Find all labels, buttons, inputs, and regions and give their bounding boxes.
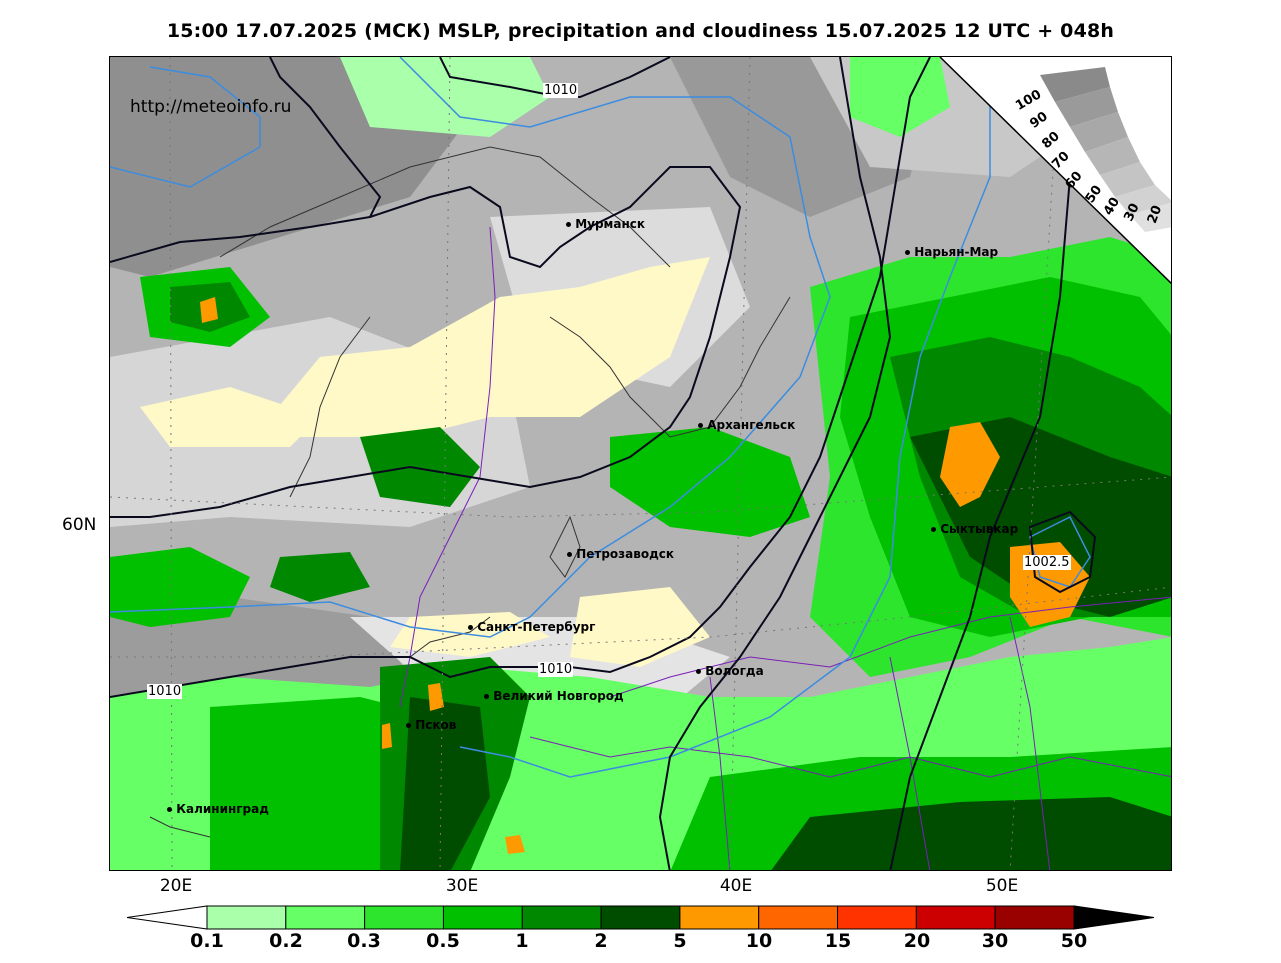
legend-tick-label: 30 — [981, 930, 1009, 952]
city-murmansk: Мурманск — [566, 217, 645, 231]
legend-color-bin — [521, 905, 602, 930]
isobar-label: 1002.5 — [1023, 555, 1071, 570]
city-dot — [905, 250, 910, 255]
city-dot — [696, 669, 701, 674]
precipitation-areas — [110, 57, 1171, 870]
legend-color-bin — [206, 905, 287, 930]
city-dot — [167, 807, 172, 812]
isobar-label: 1010 — [538, 662, 574, 677]
legend-color-bin — [994, 905, 1075, 930]
city-petrozavodsk: Петрозаводск — [567, 547, 674, 561]
cloudiness-scale — [939, 57, 1171, 285]
longitude-label: 20E — [159, 876, 193, 896]
city-vologda: Вологда — [696, 664, 764, 678]
city-name: Великий Новгород — [493, 689, 624, 703]
legend-tick-label: 1 — [515, 930, 529, 952]
city-syktyvkar: Сыктывкар — [931, 522, 1018, 536]
city-dot — [931, 527, 936, 532]
isobar-label: 1010 — [147, 684, 183, 699]
legend-tick-label: 0.5 — [426, 930, 460, 952]
map-title: 15:00 17.07.2025 (МСК) MSLP, precipitati… — [166, 20, 1115, 42]
forecast-map: http://meteoinfo.ru 100 90 80 70 60 50 4… — [109, 56, 1172, 871]
city-name: Калининград — [176, 802, 269, 816]
city-name: Нарьян-Мар — [914, 245, 999, 259]
legend-tick-label: 10 — [745, 930, 773, 952]
coastlines — [149, 146, 791, 838]
legend-tick-label: 15 — [824, 930, 852, 952]
city-kaliningrad: Калининград — [167, 802, 269, 816]
legend-tick-label: 2 — [594, 930, 608, 952]
city-dot — [406, 723, 411, 728]
freezing-line — [110, 57, 1091, 778]
city-dot — [484, 694, 489, 699]
city-name: Вологда — [705, 664, 764, 678]
isobars — [110, 57, 1097, 870]
city-name: Сыктывкар — [940, 522, 1019, 536]
city-dot — [567, 552, 572, 557]
city-dot — [468, 625, 473, 630]
city-saint-petersburg: Санкт-Петербург — [468, 620, 595, 634]
latitude-label: 60N — [62, 515, 97, 535]
legend-under-triangle — [126, 905, 208, 930]
city-dot — [566, 222, 571, 227]
city-pskov: Псков — [406, 718, 456, 732]
country-borders — [399, 226, 1171, 870]
city-name: Петрозаводск — [576, 547, 675, 561]
graticule — [110, 57, 1171, 870]
legend-color-bin — [600, 905, 681, 930]
longitude-label: 40E — [719, 876, 753, 896]
city-veliky-novgorod: Великий Новгород — [484, 689, 624, 703]
legend-over-triangle — [1073, 905, 1155, 930]
longitude-label: 50E — [985, 876, 1019, 896]
legend-tick-label: 50 — [1060, 930, 1088, 952]
legend-color-bin — [285, 905, 366, 930]
legend-color-bin — [837, 905, 917, 930]
legend-tick-label: 20 — [903, 930, 931, 952]
legend-color-bin — [679, 905, 760, 930]
legend-tick-label: 0.1 — [190, 930, 224, 952]
city-name: Псков — [415, 718, 457, 732]
legend-color-bin — [915, 905, 996, 930]
legend-tick-label: 0.3 — [347, 930, 381, 952]
city-name: Архангельск — [707, 418, 796, 432]
legend-tick-label: 5 — [673, 930, 687, 952]
city-arkhangelsk: Архангельск — [698, 418, 795, 432]
city-name: Мурманск — [575, 217, 645, 231]
legend-color-bin — [364, 905, 444, 930]
city-dot — [698, 423, 703, 428]
city-naryan-mar: Нарьян-Мар — [905, 245, 998, 259]
legend-color-bin — [442, 905, 523, 930]
legend-tick-label: 0.2 — [269, 930, 303, 952]
isobar-label: 1010 — [543, 83, 579, 98]
watermark-url: http://meteoinfo.ru — [130, 97, 292, 117]
longitude-label: 30E — [445, 876, 479, 896]
legend-color-bin — [758, 905, 839, 930]
city-name: Санкт-Петербург — [477, 620, 596, 634]
